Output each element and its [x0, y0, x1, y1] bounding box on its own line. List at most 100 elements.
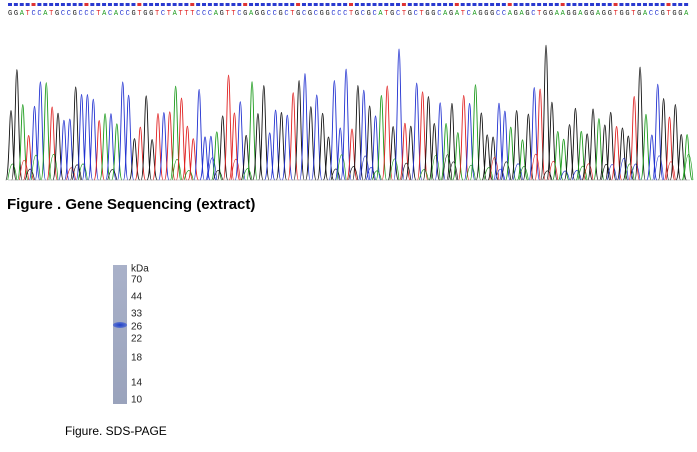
quality-square — [284, 3, 289, 6]
quality-square — [478, 3, 483, 6]
minor-peak — [25, 168, 35, 181]
minor-peak — [418, 169, 429, 181]
minor-peak — [430, 155, 441, 181]
marker-label: 44 — [131, 292, 143, 303]
peak — [211, 131, 223, 181]
peak — [581, 133, 593, 181]
minor-peak — [489, 156, 500, 181]
minor-peak — [624, 163, 635, 181]
quality-square — [202, 3, 207, 6]
peak — [440, 122, 452, 181]
minor-peak — [72, 164, 82, 181]
minor-peak — [601, 163, 611, 181]
quality-square — [278, 3, 283, 6]
quality-square — [601, 3, 606, 6]
peak — [446, 102, 458, 181]
peak — [569, 107, 582, 181]
peak — [170, 85, 182, 181]
peak — [381, 85, 393, 181]
peak — [505, 126, 517, 181]
quality-square — [490, 3, 495, 6]
peak — [669, 104, 681, 181]
quality-square — [396, 3, 401, 6]
minor-peak — [442, 154, 453, 181]
minor-peak — [560, 170, 570, 181]
quality-square — [184, 3, 189, 6]
peak — [405, 125, 417, 181]
peak — [540, 44, 552, 181]
peak — [11, 69, 23, 181]
quality-square — [43, 3, 48, 6]
quality-square — [560, 3, 565, 6]
quality-square — [619, 3, 624, 6]
quality-square — [584, 3, 589, 6]
quality-square — [519, 3, 524, 6]
peak — [522, 113, 534, 181]
quality-square — [84, 3, 89, 6]
quality-square — [495, 3, 500, 6]
quality-square — [172, 3, 177, 6]
quality-square — [531, 3, 536, 6]
quality-square — [25, 3, 30, 6]
minor-peak — [618, 158, 629, 181]
quality-square — [648, 3, 653, 6]
marker-label: 33 — [131, 309, 143, 320]
peak — [387, 126, 399, 181]
quality-square — [654, 3, 659, 6]
quality-square — [684, 3, 689, 6]
quality-square — [78, 3, 83, 6]
marker-label: 22 — [131, 334, 143, 345]
minor-peak — [48, 154, 59, 181]
peak — [587, 108, 599, 181]
quality-square — [160, 3, 165, 6]
quality-square — [354, 3, 359, 6]
quality-square — [401, 3, 406, 6]
quality-square — [437, 3, 442, 6]
marker-label: 14 — [131, 378, 143, 389]
quality-square — [319, 3, 324, 6]
peak — [28, 105, 41, 181]
quality-square — [572, 3, 577, 6]
peak — [5, 110, 17, 181]
peak — [681, 134, 693, 181]
peak — [558, 138, 570, 181]
minor-peak — [107, 169, 118, 181]
quality-square — [642, 3, 647, 6]
minor-peak — [542, 170, 553, 181]
peak — [469, 84, 482, 181]
quality-square — [466, 3, 471, 6]
quality-square — [272, 3, 277, 6]
quality-square — [249, 3, 254, 6]
gel-lane — [113, 265, 127, 404]
peak — [111, 123, 123, 181]
quality-square — [196, 3, 201, 6]
minor-peak — [401, 162, 412, 181]
quality-square — [507, 3, 512, 6]
peak — [258, 85, 270, 181]
quality-square — [331, 3, 336, 6]
minor-peak — [242, 168, 253, 181]
peak — [605, 111, 617, 181]
quality-square — [578, 3, 583, 6]
minor-peak — [501, 161, 512, 181]
quality-square — [96, 3, 101, 6]
minor-peak — [389, 158, 400, 181]
peak — [122, 94, 135, 181]
quality-square — [637, 3, 642, 6]
peak — [128, 138, 141, 181]
minor-peak — [665, 161, 676, 181]
quality-square — [231, 3, 236, 6]
peak — [334, 127, 346, 181]
quality-square — [378, 3, 383, 6]
minor-peak — [207, 157, 218, 181]
peak — [64, 118, 76, 181]
quality-square — [366, 3, 371, 6]
quality-square — [107, 3, 112, 6]
quality-square — [90, 3, 95, 6]
minor-peak — [213, 170, 223, 181]
quality-square — [625, 3, 630, 6]
minor-peak — [518, 166, 529, 181]
gel-caption: Figure. SDS-PAGE — [65, 424, 167, 438]
quality-square — [60, 3, 65, 6]
minor-peak — [530, 154, 541, 181]
